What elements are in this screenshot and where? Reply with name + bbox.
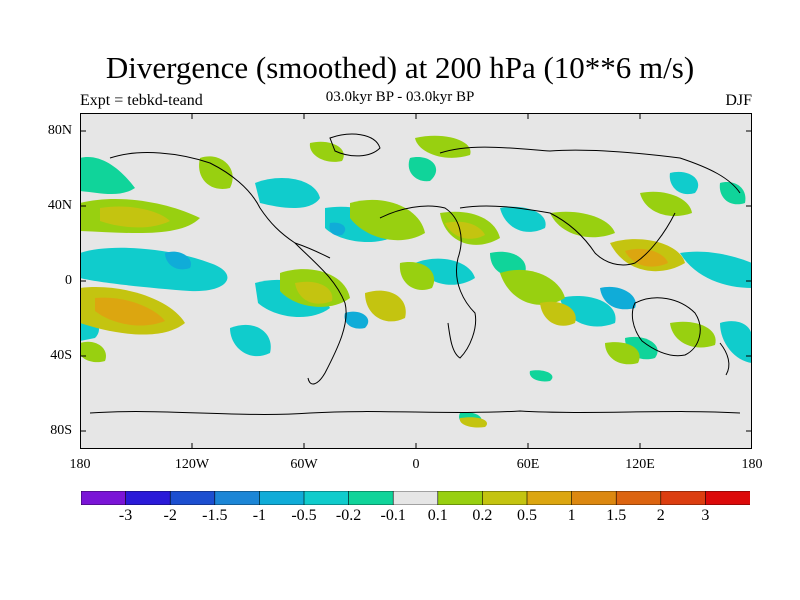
colorbar-swatch-4 (259, 491, 305, 505)
experiment-label: Expt = tebkd-teand (80, 92, 203, 109)
lon-label-120e: 120E (625, 457, 655, 472)
lon-label-0: 0 (412, 457, 420, 472)
colorbar-label-8: 0.2 (472, 507, 493, 524)
colorbar-label-4: -0.5 (291, 507, 317, 524)
colorbar-label-3: -1 (252, 507, 267, 524)
colorbar-swatch-9 (482, 491, 528, 505)
colorbar-label-0: -3 (118, 507, 133, 524)
colorbar-label-5: -0.2 (335, 507, 362, 524)
map-plot (80, 113, 752, 449)
colorbar-swatch-0 (81, 491, 127, 505)
period-label: 03.0kyr BP - 03.0kyr BP (325, 89, 475, 105)
lat-label-80s: 80S (50, 423, 72, 438)
colorbar-swatch-10 (526, 491, 573, 505)
colorbar-label-10: 1 (567, 507, 576, 524)
colorbar-swatch-5 (303, 491, 350, 505)
lat-label-40s: 40S (50, 348, 72, 363)
divergence-map (80, 113, 752, 449)
colorbar-swatch-12 (615, 491, 662, 505)
colorbar-label-13: 3 (701, 507, 710, 524)
lon-ticks (191, 113, 641, 449)
colorbar-swatches (81, 491, 750, 505)
colorbar-label-2: -1.5 (202, 507, 228, 524)
colorbar-swatch-8 (437, 491, 484, 505)
lon-label-120w: 120W (174, 457, 210, 472)
colorbar-label-11: 1.5 (606, 507, 627, 524)
colorbar-swatch-11 (571, 491, 618, 505)
lon-label-180e: 180 (741, 457, 763, 472)
lat-label-0: 0 (65, 273, 72, 288)
colorbar-swatch-14 (705, 491, 750, 505)
lon-label-60e: 60E (516, 457, 540, 472)
season-label: DJF (725, 92, 752, 109)
colorbar-label-9: 0.5 (517, 507, 537, 524)
coastlines (89, 133, 741, 415)
colorbar-label-12: 2 (656, 507, 665, 524)
lat-ticks (80, 130, 752, 432)
colorbar (81, 491, 750, 505)
colorbar-swatch-6 (348, 491, 395, 505)
lat-label-40n: 40N (47, 198, 72, 213)
colorbar-label-6: -0.1 (380, 507, 406, 524)
colorbar-label-1: -2 (163, 507, 177, 524)
map-title: Divergence (smoothed) at 200 hPa (10**6 … (105, 50, 695, 85)
colorbar-swatch-7 (392, 491, 439, 505)
colorbar-label-7: 0.1 (427, 507, 448, 524)
lat-label-80n: 80N (47, 123, 72, 138)
divergence-contours (80, 135, 752, 428)
colorbar-swatch-2 (169, 491, 216, 505)
colorbar-swatch-13 (660, 491, 707, 505)
lon-label-60w: 60W (290, 457, 318, 472)
colorbar-swatch-1 (125, 491, 171, 505)
colorbar-swatch-3 (214, 491, 261, 505)
lon-label-180w: 180 (69, 457, 91, 472)
